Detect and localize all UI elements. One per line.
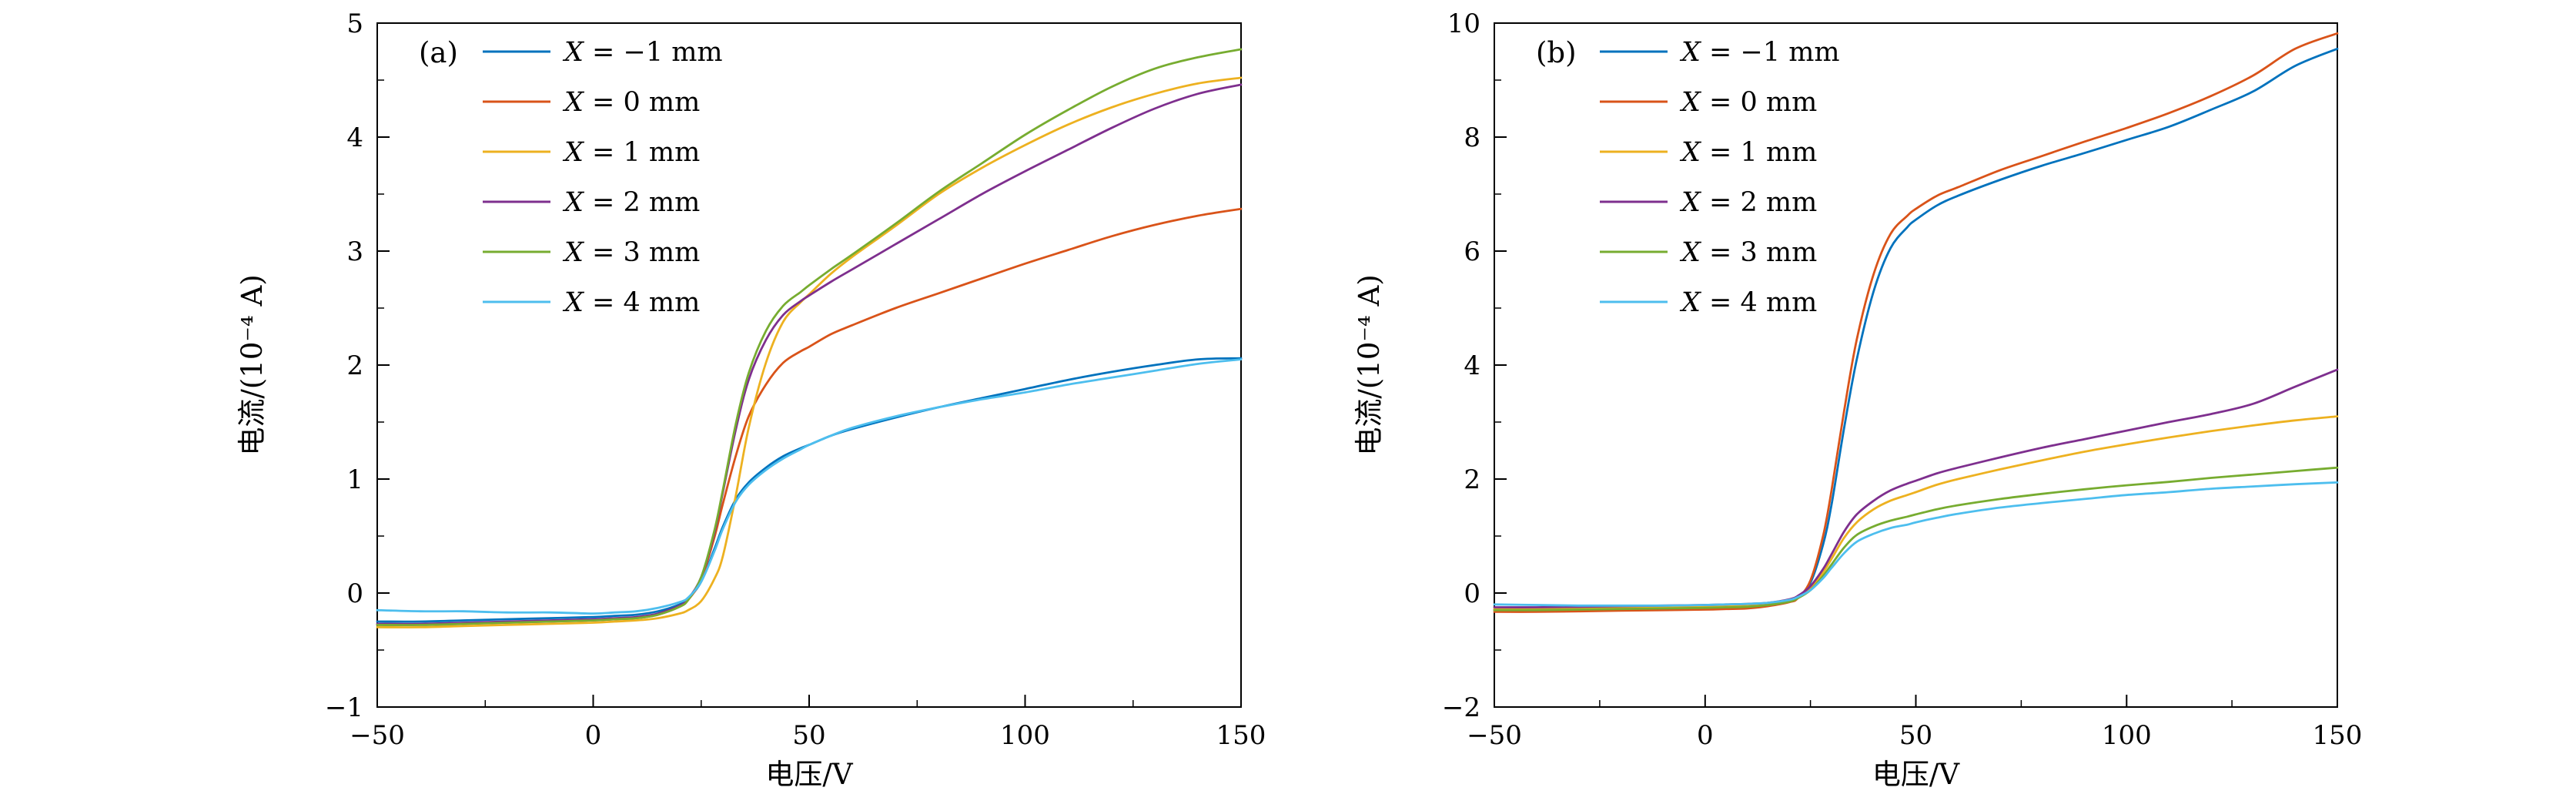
y-tick-label: 10: [1447, 8, 1480, 39]
legend-item: X = 0 mm: [1600, 87, 1817, 118]
x-tick-label: 0: [585, 720, 602, 751]
legend-label: X = 0 mm: [1679, 87, 1817, 118]
series-line-0: [1493, 47, 2339, 612]
legend-label: X = 2 mm: [562, 187, 700, 218]
series-line-3: [376, 83, 1243, 625]
chart-panel-a: −50 0 50 100 150 −1 0 1 2 3 4 5 X = −1 mm X = 0 mm X =…: [236, 8, 1266, 791]
legend-item: X = 2 mm: [1600, 187, 1817, 218]
legend-label: X = 4 mm: [562, 287, 700, 318]
legend-label: X = 3 mm: [562, 237, 700, 268]
x-axis-label: 电压/V: [1872, 758, 1960, 791]
y-tick-label: 1: [346, 464, 363, 495]
legend-label: X = −1 mm: [1679, 37, 1840, 68]
legend: X = −1 mm X = 0 mm X = 1 mm X = 2 mm X = 3 m…: [483, 37, 723, 318]
x-tick-label: 0: [1697, 720, 1714, 751]
legend-label: X = 0 mm: [562, 87, 700, 118]
legend-item: X = 1 mm: [1600, 137, 1817, 168]
x-tick-label: 100: [2102, 720, 2152, 751]
legend: X = −1 mm X = 0 mm X = 1 mm X = 2 mm X = 3 m…: [1600, 37, 1840, 318]
chart-panel-b: −50 0 50 100 150 −2 0 2 4 6 8 10 X = −1 mm X = 0 mm X …: [1288, 0, 2576, 811]
legend-item: X = 0 mm: [483, 87, 700, 118]
y-tick-label: 5: [346, 8, 363, 39]
y-axis-label: 电流/(10⁻⁴ A): [236, 274, 269, 455]
x-tick-label: 150: [1216, 720, 1266, 751]
legend-item: X = 4 mm: [1600, 287, 1817, 318]
plot-frame: [1494, 22, 2338, 708]
legend-label: X = 3 mm: [1679, 237, 1817, 268]
y-tick-label: 2: [346, 350, 363, 381]
y-tick-label: 2: [1464, 464, 1480, 495]
series-line-4: [1493, 466, 2339, 612]
series-line-2: [1493, 415, 2339, 611]
legend-item: X = −1 mm: [1600, 37, 1840, 68]
legend-item: X = 2 mm: [483, 187, 700, 218]
legend-label: X = −1 mm: [562, 37, 723, 68]
legend-label: X = 1 mm: [1679, 137, 1817, 168]
x-tick-label: −50: [1467, 720, 1522, 751]
series-line-1: [1493, 32, 2339, 613]
series-line-5: [1493, 481, 2339, 607]
y-tick-label: 0: [346, 578, 363, 609]
legend-item: X = 1 mm: [483, 137, 700, 168]
y-tick-label: 4: [346, 122, 363, 153]
series-line-1: [376, 207, 1243, 626]
y-tick-label: 8: [1464, 122, 1480, 153]
legend-label: X = 4 mm: [1679, 287, 1817, 318]
y-tick-label: 4: [1464, 350, 1480, 381]
legend-label: X = 1 mm: [562, 137, 700, 168]
x-tick-label: 50: [1899, 720, 1932, 751]
legend-label: X = 2 mm: [1679, 187, 1817, 218]
plot-frame: [376, 22, 1242, 708]
y-tick-label: 0: [1464, 578, 1480, 609]
y-axis-label: 电流/(10⁻⁴ A): [1353, 274, 1386, 455]
series-line-2: [376, 76, 1243, 628]
y-tick-label: 6: [1464, 236, 1480, 267]
x-tick-label: 50: [792, 720, 825, 751]
x-tick-label: −50: [350, 720, 405, 751]
x-axis-label: 电压/V: [765, 758, 853, 791]
legend-item: X = 4 mm: [483, 287, 700, 318]
y-tick-label: −2: [1442, 692, 1480, 723]
legend-item: X = −1 mm: [483, 37, 723, 68]
panel-label: (a): [419, 36, 458, 69]
series-line-5: [376, 358, 1243, 615]
y-tick-label: 3: [346, 236, 363, 267]
x-tick-label: 150: [2313, 720, 2363, 751]
panel-label: (b): [1536, 36, 1577, 69]
series-line-4: [376, 48, 1243, 626]
legend-item: X = 3 mm: [1600, 237, 1817, 268]
y-tick-label: −1: [325, 692, 363, 723]
x-tick-label: 100: [1000, 720, 1050, 751]
legend-item: X = 3 mm: [483, 237, 700, 268]
series-line-0: [376, 357, 1243, 623]
